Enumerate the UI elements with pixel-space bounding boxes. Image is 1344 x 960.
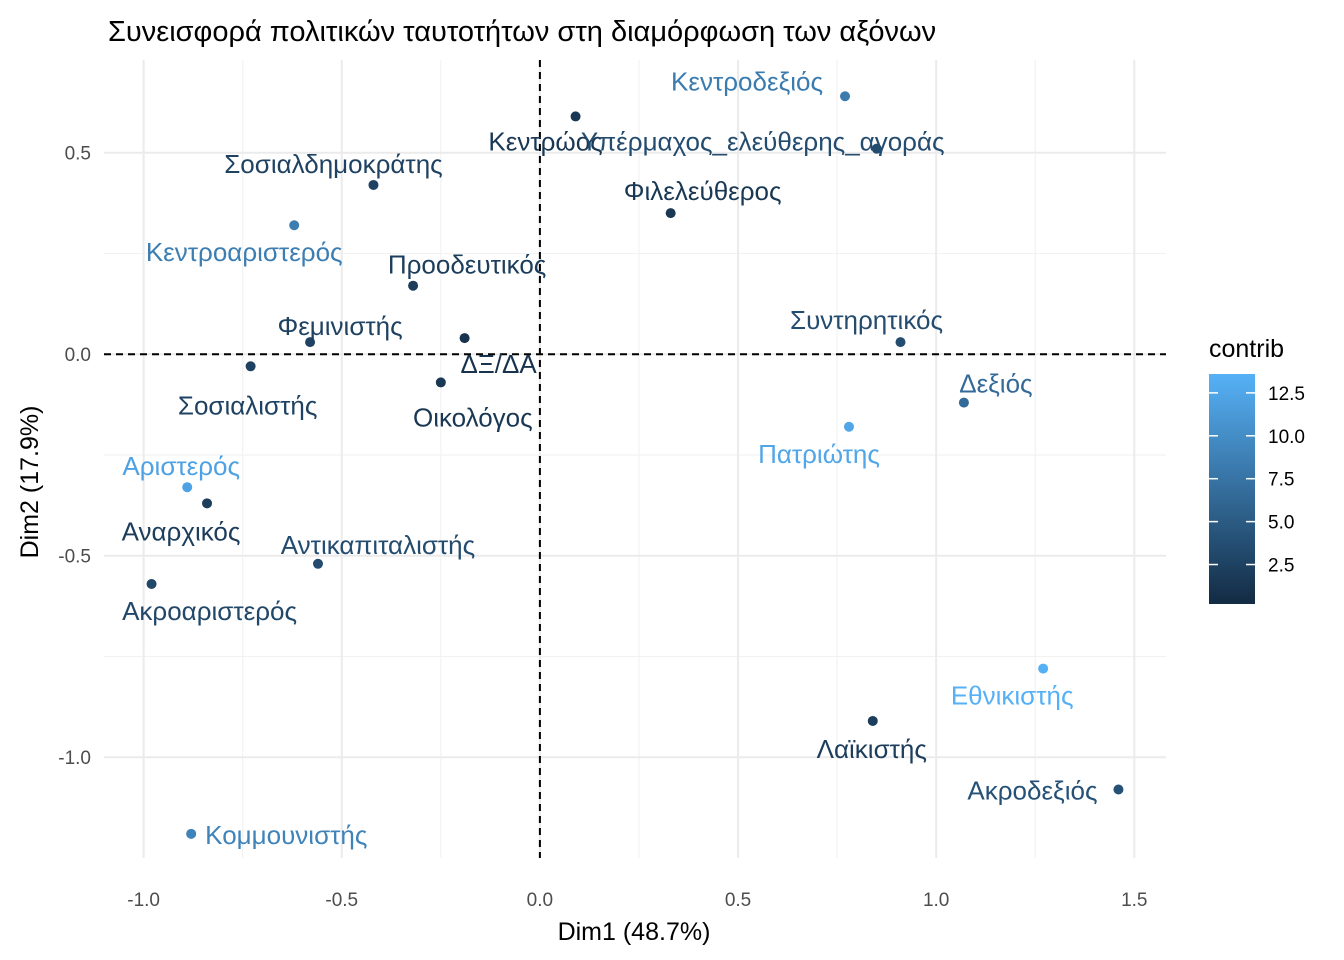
data-points [146,91,1124,839]
point-label: Ακροδεξιός [967,775,1097,805]
y-tick-label: 0.5 [65,144,91,165]
point-label: Σοσιαλιστής [178,390,317,420]
point-label: Αντικαπιταλιστής [281,530,475,560]
point-label: Συντηρητικός [790,305,943,335]
x-tick-label: 1.0 [923,890,949,911]
x-axis-title: Dim1 (48.7%) [558,918,711,946]
data-point [840,91,851,102]
x-tick-label: 1.5 [1121,890,1147,911]
data-point [459,333,470,344]
point-label: Δεξιός [959,369,1032,399]
data-point [245,361,256,372]
point-label: Λαϊκιστής [817,734,927,764]
point-label: Προοδευτικός [388,250,547,280]
point-label: Φεμινιστής [277,311,402,341]
colorbar-tick-label: 5.0 [1268,513,1294,534]
reference-lines [104,60,1166,858]
y-tick-label: 0.0 [65,345,91,366]
data-point [570,111,581,122]
data-point [408,280,419,291]
data-point [665,208,676,219]
point-label: Ακροαριστερός [122,596,297,626]
data-point [843,421,854,432]
point-label: Κεντροαριστερός [146,237,343,267]
data-point [958,397,969,408]
colorbar-tick-label: 12.5 [1268,384,1305,405]
point-label: ΔΞ/ΔΑ [461,349,538,379]
x-tick-label: -0.5 [325,890,358,911]
point-labels: Κεντροδεξιός ΚεντρώοςΥπέρμαχος_ελεύθερης_… [122,66,1098,850]
data-point [435,377,446,388]
colorbar-tick-label: 10.0 [1268,427,1305,448]
data-point [146,578,157,589]
colorbar-tick-label: 2.5 [1268,556,1294,577]
data-point [305,337,316,348]
point-label: Πατριώτης [758,439,880,469]
colorbar-tick-label: 7.5 [1268,470,1294,491]
data-point [1113,784,1124,795]
colorbar-ticks: 2.5 5.0 7.5 10.0 12.5 [1209,384,1305,577]
data-point [312,558,323,569]
data-point [202,498,213,509]
x-axis: -1.0 -0.5 0.0 0.5 1.0 1.5 [127,890,1147,911]
point-label: Υπέρμαχος_ελεύθερης_αγοράς [581,127,945,157]
data-point [867,715,878,726]
grid-minor [104,60,1166,858]
y-tick-label: -1.0 [58,748,91,769]
point-label: Οικολόγος [413,402,533,432]
data-point [368,179,379,190]
point-label: Φιλελεύθερος [624,176,782,206]
colorbar [1209,374,1255,604]
x-tick-label: -1.0 [127,890,160,911]
data-point [182,482,193,493]
data-point [186,828,197,839]
data-point [895,337,906,348]
point-label: Σοσιαλδημοκράτης [224,149,442,179]
y-tick-label: -0.5 [58,547,91,568]
y-axis-title: Dim2 (17.9%) [16,406,44,559]
point-label: Εθνικιστής [951,681,1074,711]
y-axis: -1.0 -0.5 0.0 0.5 [58,144,91,770]
colorbar-legend: contrib 2.5 5.0 7.5 10.0 12.5 [1209,335,1305,604]
point-label: Αναρχικός [122,516,241,546]
data-point [871,143,882,154]
point-label: Κεντρώος [488,126,602,156]
plot-panel: Κεντροδεξιός ΚεντρώοςΥπέρμαχος_ελεύθερης_… [104,60,1166,858]
point-label: Κεντροδεξιός [671,66,823,96]
data-point [1038,663,1049,674]
point-label: Αριστερός [122,451,240,481]
legend-title: contrib [1209,335,1284,363]
data-point [289,220,300,231]
chart-title: Συνεισφορά πολιτικών ταυτοτήτων στη διαμ… [108,16,936,48]
x-tick-label: 0.0 [527,890,553,911]
point-label: Κομμουνιστής [205,820,367,850]
x-tick-label: 0.5 [725,890,751,911]
